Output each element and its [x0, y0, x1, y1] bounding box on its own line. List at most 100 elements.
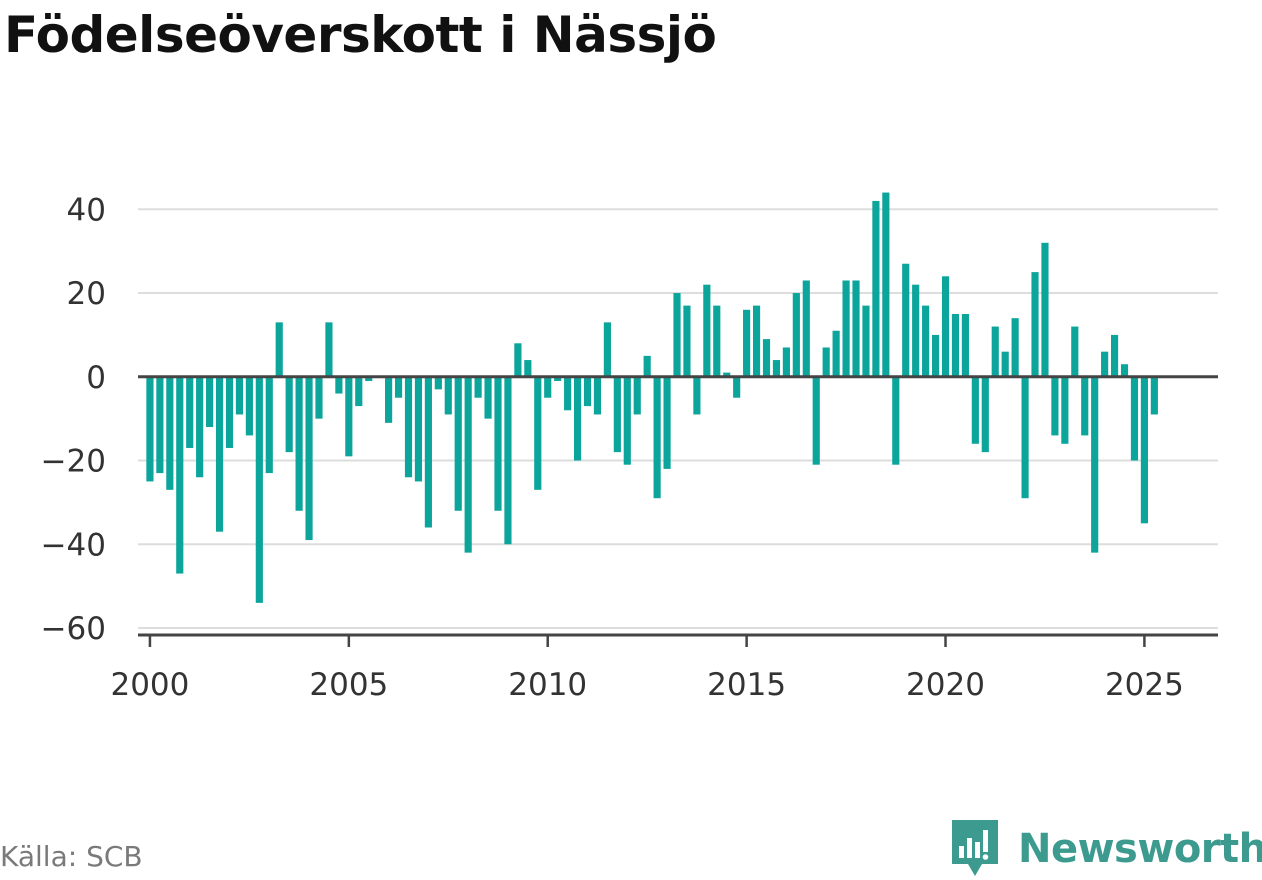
- bar: [404, 376, 413, 478]
- bar: [922, 305, 930, 377]
- bar: [623, 376, 631, 465]
- bar: [156, 376, 164, 474]
- bar: [583, 376, 592, 407]
- bar: [514, 343, 522, 377]
- bar: [573, 376, 582, 461]
- bars: [146, 192, 1158, 603]
- bar: [862, 305, 870, 377]
- bar: [434, 376, 442, 390]
- bar: [1041, 242, 1049, 377]
- bar: [484, 376, 492, 419]
- bar: [812, 376, 820, 465]
- y-tick-label: −20: [41, 444, 106, 480]
- bar: [414, 376, 423, 482]
- bar: [743, 309, 751, 377]
- bar: [494, 376, 502, 511]
- bar: [852, 280, 860, 377]
- bar: [902, 263, 910, 377]
- bar: [464, 376, 472, 553]
- bar: [305, 376, 313, 541]
- bar: [762, 339, 771, 377]
- x-tick-label: 2015: [707, 667, 786, 703]
- y-tick-label: 40: [67, 192, 106, 228]
- bar: [554, 376, 562, 381]
- y-tick-label: 20: [67, 276, 106, 312]
- bar: [1051, 376, 1059, 436]
- bar: [643, 355, 651, 377]
- bar: [206, 376, 214, 428]
- bar: [235, 376, 244, 415]
- bar: [593, 376, 602, 415]
- bar: [1031, 272, 1039, 377]
- bar: [1071, 326, 1079, 377]
- bar: [186, 376, 194, 448]
- bar: [345, 376, 353, 457]
- bar: [1101, 351, 1109, 377]
- bar: [444, 376, 452, 415]
- bar: [693, 376, 701, 415]
- y-tick-label: −40: [41, 527, 106, 563]
- bar: [971, 376, 979, 444]
- bar: [146, 376, 154, 482]
- x-tick-label: 2005: [309, 667, 388, 703]
- bar: [653, 376, 661, 499]
- bar: [892, 376, 900, 465]
- source-note: Källa: SCB: [0, 840, 143, 873]
- bar: [325, 322, 333, 377]
- bar: [225, 376, 234, 448]
- brand-name: Newsworthy: [1018, 826, 1262, 872]
- bar: [504, 376, 512, 545]
- bar: [991, 326, 999, 377]
- bar: [176, 376, 184, 574]
- brand-logo: Newsworthy: [950, 818, 1262, 880]
- bar: [474, 376, 482, 398]
- y-tick-label: 0: [86, 360, 106, 396]
- newsworthy-logo-icon: [952, 820, 998, 876]
- bar: [524, 360, 532, 377]
- bar: [772, 360, 781, 377]
- bar: [951, 313, 960, 377]
- bar: [792, 293, 800, 377]
- bar: [564, 376, 572, 411]
- bar: [822, 347, 830, 377]
- bar: [315, 376, 323, 419]
- bar: [394, 376, 403, 398]
- bar: [335, 376, 343, 394]
- bar: [673, 293, 681, 377]
- bar: [1150, 376, 1158, 415]
- bar: [1130, 376, 1139, 461]
- bar: [355, 376, 363, 407]
- bar: [285, 376, 293, 453]
- bar: [703, 284, 711, 377]
- bar: [981, 376, 989, 453]
- bar: [872, 200, 880, 377]
- x-tick-label: 2010: [508, 667, 587, 703]
- bar: [295, 376, 303, 511]
- bar: [265, 376, 273, 474]
- bar: [1140, 376, 1148, 524]
- bar: [365, 376, 373, 381]
- bar: [255, 376, 263, 603]
- bar: [683, 305, 691, 377]
- bar: [663, 376, 671, 469]
- bar: [912, 284, 920, 377]
- bar: [713, 305, 721, 377]
- bar: [723, 372, 731, 377]
- bar: [215, 376, 224, 532]
- bar: [1081, 376, 1089, 436]
- bar: [931, 334, 940, 377]
- bar: [1120, 364, 1129, 377]
- bar: [941, 276, 950, 377]
- bar: [275, 322, 283, 377]
- bar: [802, 280, 810, 377]
- bar: [166, 376, 174, 490]
- bar: [832, 330, 840, 377]
- y-axis-ticks: −60 −40 −20 0 20 40: [41, 192, 106, 647]
- y-tick-label: −60: [41, 611, 106, 647]
- bar: [245, 376, 253, 436]
- bar: [633, 376, 641, 415]
- bar: [752, 305, 761, 377]
- bar: [454, 376, 462, 511]
- bar: [534, 376, 542, 490]
